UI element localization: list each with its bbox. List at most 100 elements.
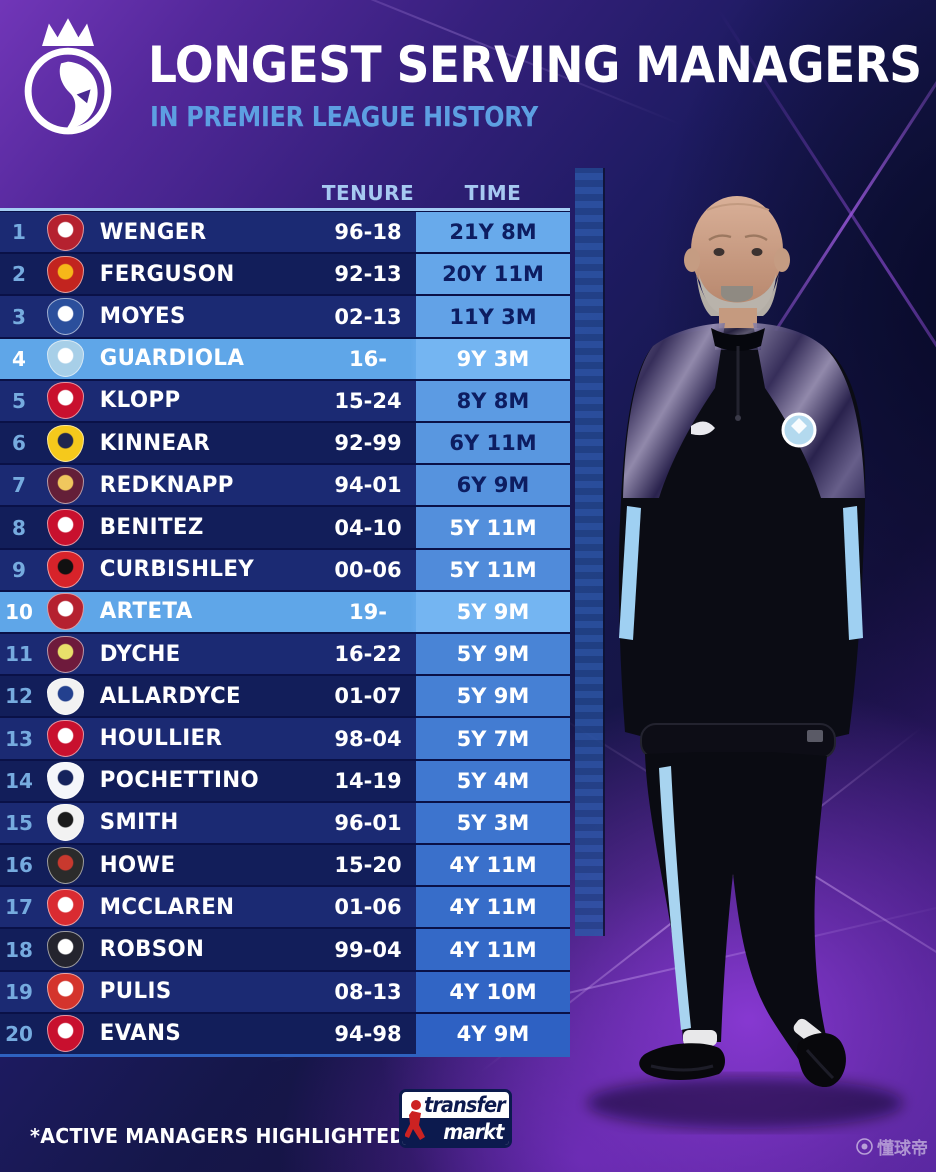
table-row: 1 WENGER 96-18 21Y 8M: [0, 212, 570, 253]
time-value: 8Y 8M: [416, 380, 570, 422]
transfermarkt-logo-top: transfer: [402, 1092, 509, 1118]
club-badge-icon: [46, 213, 84, 251]
time-value: 11Y 3M: [416, 296, 570, 337]
rank-number: 2: [12, 262, 26, 287]
club-badge-icon: [46, 424, 84, 462]
club-badge-icon: [46, 340, 84, 378]
manager-name: CURBISHLEY: [99, 557, 255, 583]
tenure-value: 08-13: [334, 979, 402, 1004]
time-value: 5Y 7M: [416, 718, 570, 759]
manager-name: EVANS: [99, 1021, 182, 1047]
club-badge-icon: [46, 466, 84, 504]
table-row: 12 ALLARDYCE 01-07 5Y 9M: [0, 676, 570, 717]
club-badge-icon: [46, 762, 84, 800]
club-badge-icon: [46, 255, 84, 293]
manager-name: FERGUSON: [99, 261, 235, 287]
club-badge-wrap: [38, 677, 92, 715]
rank-number: 18: [5, 937, 33, 962]
time-value: 5Y 9M: [416, 676, 570, 717]
column-header-time: TIME: [464, 181, 522, 205]
rank-number: 17: [5, 895, 33, 920]
tenure-value: 15-24: [334, 388, 402, 413]
tenure-value: 92-99: [334, 431, 402, 456]
transfermarkt-player-icon: [405, 1100, 425, 1140]
time-value: 4Y 11M: [416, 929, 570, 970]
table-top-line: [0, 208, 570, 211]
table-row: 2 FERGUSON 92-13 20Y 11M: [0, 254, 570, 295]
tenure-value: 16-22: [334, 642, 402, 667]
rank-number: 6: [12, 431, 26, 456]
club-badge-icon: [46, 846, 84, 884]
club-badge-wrap: [38, 255, 92, 293]
time-value: 4Y 10M: [416, 971, 570, 1012]
rank-number: 15: [5, 810, 33, 835]
table-row: 3 MOYES 02-13 11Y 3M: [0, 296, 570, 337]
table-row: 11 DYCHE 16-22 5Y 9M: [0, 634, 570, 675]
time-value: 4Y 11M: [416, 887, 570, 928]
table-row: 10 ARTETA 19- 5Y 9M: [0, 591, 570, 633]
tenure-value: 14-19: [334, 768, 402, 793]
table-row: 15 SMITH 96-01 5Y 3M: [0, 802, 570, 844]
club-badge-icon: [46, 931, 84, 969]
table-row: 13 HOULLIER 98-04 5Y 7M: [0, 718, 570, 759]
transfermarkt-logo-bottom: markt: [402, 1118, 509, 1145]
table-row: 14 POCHETTINO 14-19 5Y 4M: [0, 760, 570, 801]
table-row: 5 KLOPP 15-24 8Y 8M: [0, 380, 570, 422]
rank-number: 7: [12, 473, 26, 498]
club-badge-icon: [46, 720, 84, 758]
tenure-value: 02-13: [334, 304, 402, 329]
tenure-value: 01-06: [334, 895, 402, 920]
time-value: 4Y 11M: [416, 845, 570, 886]
manager-name: WENGER: [99, 219, 207, 245]
tenure-value: 98-04: [334, 726, 402, 751]
page-title: LONGEST SERVING MANAGERS: [148, 36, 922, 94]
manager-name: HOWE: [99, 852, 176, 878]
tenure-value: 16-: [349, 346, 387, 371]
rank-number: 16: [5, 853, 33, 878]
club-badge-wrap: [38, 846, 92, 884]
club-badge-wrap: [38, 635, 92, 673]
time-value: 20Y 11M: [416, 254, 570, 295]
club-badge-wrap: [38, 888, 92, 926]
tenure-value: 96-18: [334, 220, 402, 245]
manager-name: REDKNAPP: [99, 472, 234, 498]
rank-number: 13: [5, 726, 33, 751]
club-badge-wrap: [38, 424, 92, 462]
time-value: 5Y 11M: [416, 549, 570, 590]
manager-name: GUARDIOLA: [99, 346, 245, 372]
club-badge-wrap: [38, 382, 92, 420]
rank-number: 9: [12, 557, 26, 582]
manager-name: SMITH: [99, 810, 179, 836]
manager-name: KLOPP: [99, 388, 181, 414]
tenure-value: 19-: [349, 599, 387, 624]
table-row: 17 MCCLAREN 01-06 4Y 11M: [0, 887, 570, 928]
time-value: 6Y 11M: [416, 423, 570, 464]
club-badge-icon: [46, 677, 84, 715]
time-value: 4Y 9M: [416, 1013, 570, 1055]
manager-name: BENITEZ: [99, 515, 204, 541]
table-row: 8 BENITEZ 04-10 5Y 11M: [0, 507, 570, 548]
club-badge-wrap: [38, 551, 92, 589]
time-value: 9Y 3M: [416, 338, 570, 379]
table-row: 9 CURBISHLEY 00-06 5Y 11M: [0, 549, 570, 590]
rank-number: 14: [5, 768, 33, 793]
club-badge-icon: [46, 509, 84, 547]
table-row: 19 PULIS 08-13 4Y 10M: [0, 971, 570, 1012]
club-badge-wrap: [38, 213, 92, 251]
manager-name: HOULLIER: [99, 726, 223, 752]
premier-league-lion-logo: [24, 18, 112, 135]
tenure-value: 96-01: [334, 810, 402, 835]
club-badge-icon: [46, 298, 84, 335]
manager-name: DYCHE: [99, 641, 181, 667]
rank-number: 8: [12, 515, 26, 540]
dongqiudi-ball-icon: [856, 1138, 873, 1155]
table-row: 16 HOWE 15-20 4Y 11M: [0, 845, 570, 886]
club-badge-icon: [46, 804, 84, 842]
time-value: 6Y 9M: [416, 465, 570, 506]
club-badge-wrap: [38, 720, 92, 758]
tenure-value: 94-01: [334, 473, 402, 498]
rank-number: 19: [5, 979, 33, 1004]
tenure-value: 00-06: [334, 557, 402, 582]
transfermarkt-logo: transfer markt: [399, 1089, 512, 1148]
rank-number: 12: [5, 684, 33, 709]
